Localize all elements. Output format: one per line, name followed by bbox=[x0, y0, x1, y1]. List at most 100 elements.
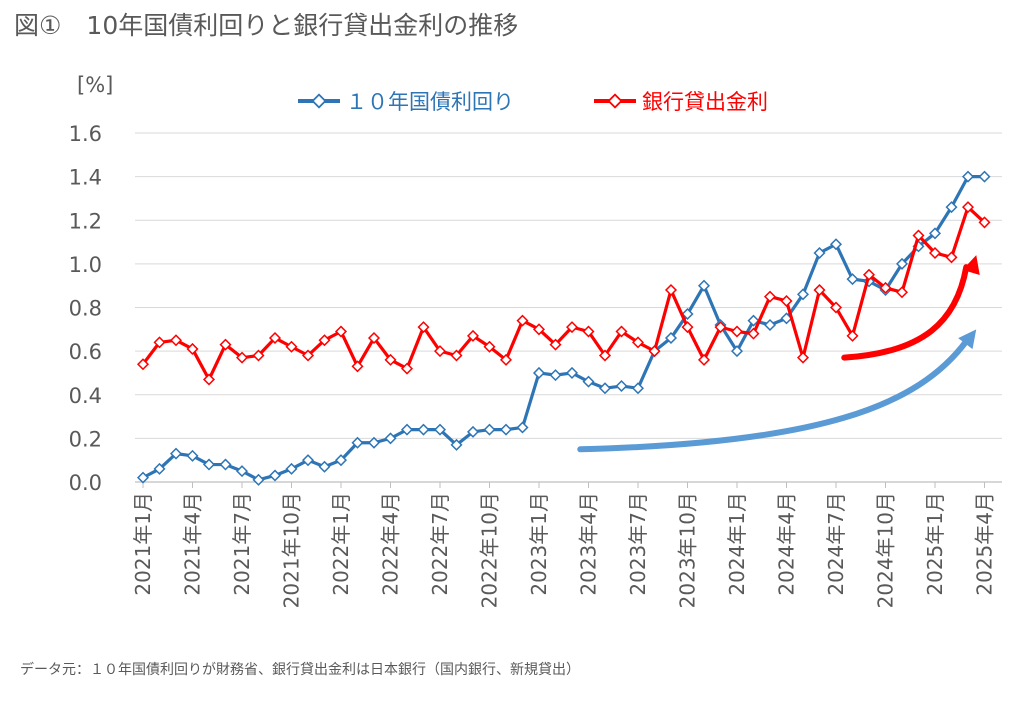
x-tick-label: 2021年1月 bbox=[131, 492, 155, 596]
data-point bbox=[829, 301, 843, 314]
data-point bbox=[846, 273, 859, 286]
data-point bbox=[846, 329, 859, 342]
data-point bbox=[450, 349, 463, 362]
data-point bbox=[169, 334, 183, 347]
data-point bbox=[285, 462, 298, 475]
data-point bbox=[235, 351, 249, 364]
legend-label-loan: 銀行貸出金利 bbox=[642, 90, 768, 114]
data-point bbox=[598, 349, 612, 362]
data-point bbox=[136, 471, 150, 484]
data-point bbox=[549, 369, 562, 382]
data-point bbox=[978, 170, 991, 183]
trend-arrow-head bbox=[962, 255, 980, 275]
data-point bbox=[466, 329, 480, 342]
data-point bbox=[483, 340, 496, 353]
y-tick-label: 0.0 bbox=[69, 471, 102, 495]
data-point bbox=[153, 336, 166, 349]
chart-title: 図① 10年国債利回りと銀行貸出金利の推移 bbox=[14, 11, 519, 40]
y-axis-unit: [%] bbox=[77, 73, 113, 97]
data-point bbox=[565, 321, 579, 334]
data-point bbox=[780, 294, 793, 307]
data-point bbox=[400, 423, 414, 436]
x-tick-label: 2024年1月 bbox=[725, 492, 749, 596]
trend-arrow-shaft bbox=[841, 264, 970, 361]
data-point bbox=[664, 332, 678, 345]
x-tick-label: 2021年4月 bbox=[181, 492, 205, 596]
x-tick-label: 2024年4月 bbox=[775, 492, 799, 596]
data-point bbox=[136, 358, 150, 371]
trend-arrow-shaft bbox=[577, 338, 970, 453]
data-point bbox=[945, 251, 958, 264]
data-point bbox=[252, 473, 265, 486]
x-tick-labels: 2021年1月 2021年4月 2021年7月 2021年10月 2022年1月 2022… bbox=[131, 492, 997, 608]
data-point bbox=[433, 345, 447, 358]
data-point bbox=[747, 314, 760, 327]
data-point bbox=[351, 360, 364, 373]
data-point bbox=[978, 216, 991, 229]
x-tick-label: 2023年10月 bbox=[676, 492, 700, 608]
data-point bbox=[516, 421, 529, 434]
data-point bbox=[499, 353, 513, 366]
legend-label-jgb: １０年国債利回り bbox=[346, 90, 514, 114]
series-lines bbox=[136, 170, 991, 486]
x-tick-label: 2021年7月 bbox=[230, 492, 254, 596]
data-point bbox=[681, 308, 694, 321]
data-point bbox=[235, 465, 249, 478]
data-point bbox=[813, 284, 826, 297]
data-point bbox=[202, 458, 216, 471]
data-point bbox=[648, 345, 661, 358]
grid-lines bbox=[135, 132, 1002, 439]
y-tick-label: 1.2 bbox=[69, 209, 102, 233]
data-point bbox=[631, 336, 645, 349]
series-loan bbox=[136, 201, 991, 386]
data-point bbox=[516, 314, 529, 327]
data-point bbox=[796, 288, 810, 301]
data-point bbox=[714, 321, 727, 334]
series-jgb bbox=[136, 170, 991, 486]
data-point bbox=[433, 423, 447, 436]
x-tick-label: 2022年7月 bbox=[428, 492, 452, 596]
data-point bbox=[664, 284, 678, 297]
data-point bbox=[730, 325, 744, 338]
data-point bbox=[582, 325, 595, 338]
data-point bbox=[301, 349, 315, 362]
data-point bbox=[301, 454, 315, 467]
data-point bbox=[747, 327, 760, 340]
x-tick-label: 2023年7月 bbox=[626, 492, 650, 596]
data-point bbox=[780, 312, 793, 325]
data-point bbox=[598, 382, 612, 395]
series-line bbox=[141, 205, 986, 382]
data-point bbox=[351, 436, 364, 449]
trend-arrows bbox=[577, 255, 980, 453]
data-point bbox=[202, 373, 216, 386]
axes bbox=[135, 481, 1002, 488]
data-point bbox=[730, 345, 744, 358]
data-point bbox=[912, 229, 925, 242]
data-point bbox=[763, 318, 777, 331]
trend-arrow-head bbox=[958, 329, 977, 350]
data-point bbox=[928, 227, 942, 240]
data-point bbox=[499, 423, 513, 436]
data-point bbox=[681, 321, 694, 334]
y-tick-label: 1.6 bbox=[69, 122, 102, 146]
x-tick-label: 2024年10月 bbox=[874, 492, 898, 608]
data-point bbox=[417, 321, 430, 334]
data-point bbox=[549, 338, 562, 351]
legend: １０年国債利回り 銀行貸出金利 bbox=[298, 90, 768, 114]
data-point bbox=[862, 268, 876, 281]
y-tick-label: 1.0 bbox=[69, 253, 102, 277]
data-point bbox=[895, 257, 909, 270]
y-tick-labels: 0.0 0.2 0.4 0.6 0.8 1.0 1.2 1.4 1.6 bbox=[69, 122, 102, 495]
data-point bbox=[450, 438, 463, 451]
data-point bbox=[285, 340, 298, 353]
y-tick-label: 0.6 bbox=[69, 340, 102, 364]
data-point bbox=[565, 366, 579, 379]
data-point bbox=[615, 380, 628, 393]
x-tick-label: 2022年1月 bbox=[329, 492, 353, 596]
data-point bbox=[219, 338, 232, 351]
data-point bbox=[186, 449, 199, 462]
data-source-note: データ元：１０年国債利回りが財務省、銀行貸出金利は日本銀行（国内銀行、新規貸出） bbox=[20, 662, 580, 678]
data-point bbox=[532, 366, 546, 379]
data-point bbox=[318, 334, 331, 347]
